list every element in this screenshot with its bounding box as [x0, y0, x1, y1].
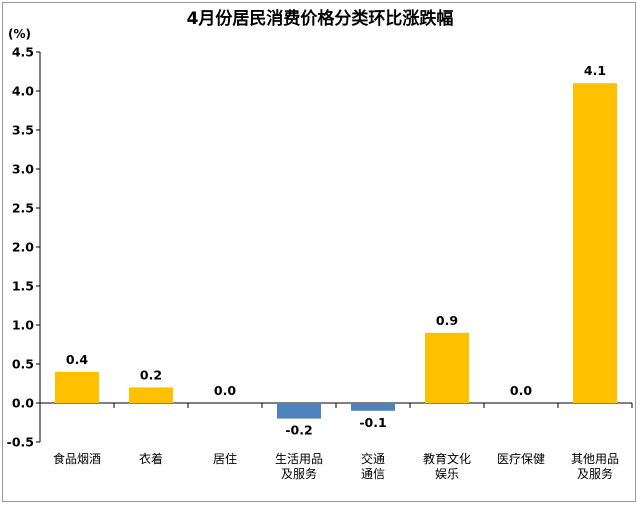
data-label: 4.1: [584, 63, 606, 78]
x-tick-label-line: 及服务: [577, 466, 613, 481]
chart-frame: [2, 2, 636, 502]
x-tick-label-line: 食品烟酒: [53, 451, 101, 466]
x-tick-label: 衣着: [139, 451, 163, 466]
y-tick-label: 0.5: [12, 357, 34, 372]
data-label: 0.2: [140, 367, 162, 382]
y-tick-label: 3.0: [12, 162, 34, 177]
data-label: 0.9: [436, 313, 458, 328]
bar: [425, 332, 469, 403]
y-tick-label: 3.5: [12, 123, 34, 138]
bar: [573, 83, 617, 403]
x-tick-label-line: 及服务: [281, 466, 317, 481]
y-tick-label: 4.0: [12, 84, 34, 99]
x-tick-label: 食品烟酒: [53, 451, 101, 466]
x-tick-label: 医疗保健: [497, 452, 545, 466]
bar: [351, 403, 395, 411]
x-tick-label-line: 交通: [361, 451, 385, 466]
bar: [55, 371, 99, 403]
x-tick-label-line: 医疗保健: [497, 452, 545, 466]
data-label: 0.4: [66, 352, 88, 367]
y-axis-unit-label: (%): [8, 27, 31, 41]
x-tick-label-line: 教育文化: [423, 451, 471, 466]
x-tick-label-line: 娱乐: [435, 467, 459, 481]
x-tick-label: 其他用品及服务: [571, 452, 619, 481]
data-label: 0.0: [510, 383, 532, 398]
y-tick-labels: -0.5 0.0 0.5 1.0 1.5 2.0 2.5 3.0 3.5 4.0 4.5: [7, 45, 35, 450]
chart-title: 4月份居民消费价格分类环比涨跌幅: [187, 8, 454, 29]
data-label: -0.2: [285, 423, 312, 438]
y-tick-label: 2.0: [12, 240, 34, 255]
y-tick-label: -0.5: [7, 435, 34, 450]
bar: [277, 403, 321, 419]
y-tick-label: 2.5: [12, 201, 34, 216]
y-tick-label: 0.0: [12, 396, 34, 411]
data-label: -0.1: [359, 415, 386, 430]
x-tick-label-line: 居住: [213, 452, 237, 466]
bars: [55, 83, 617, 419]
x-tick-label: 教育文化娱乐: [423, 451, 471, 481]
x-tick-label: 生活用品及服务: [275, 452, 323, 481]
y-tick-label: 4.5: [12, 45, 34, 60]
x-tick-label-line: 衣着: [139, 451, 163, 466]
x-tick-label-line: 通信: [361, 467, 385, 481]
y-tick-label: 1.0: [12, 318, 34, 333]
x-tick-label-line: 其他用品: [571, 452, 619, 466]
x-tick-label-line: 生活用品: [275, 452, 323, 466]
bar: [129, 387, 173, 403]
data-labels: 0.4 0.2 0.0 -0.2 -0.1 0.9 0.0 4.1: [66, 63, 606, 437]
axes: [36, 51, 633, 443]
y-tick-label: 1.5: [12, 279, 34, 294]
x-tick-label: 居住: [213, 452, 237, 466]
x-tick-label: 交通通信: [361, 451, 385, 481]
data-label: 0.0: [214, 383, 236, 398]
